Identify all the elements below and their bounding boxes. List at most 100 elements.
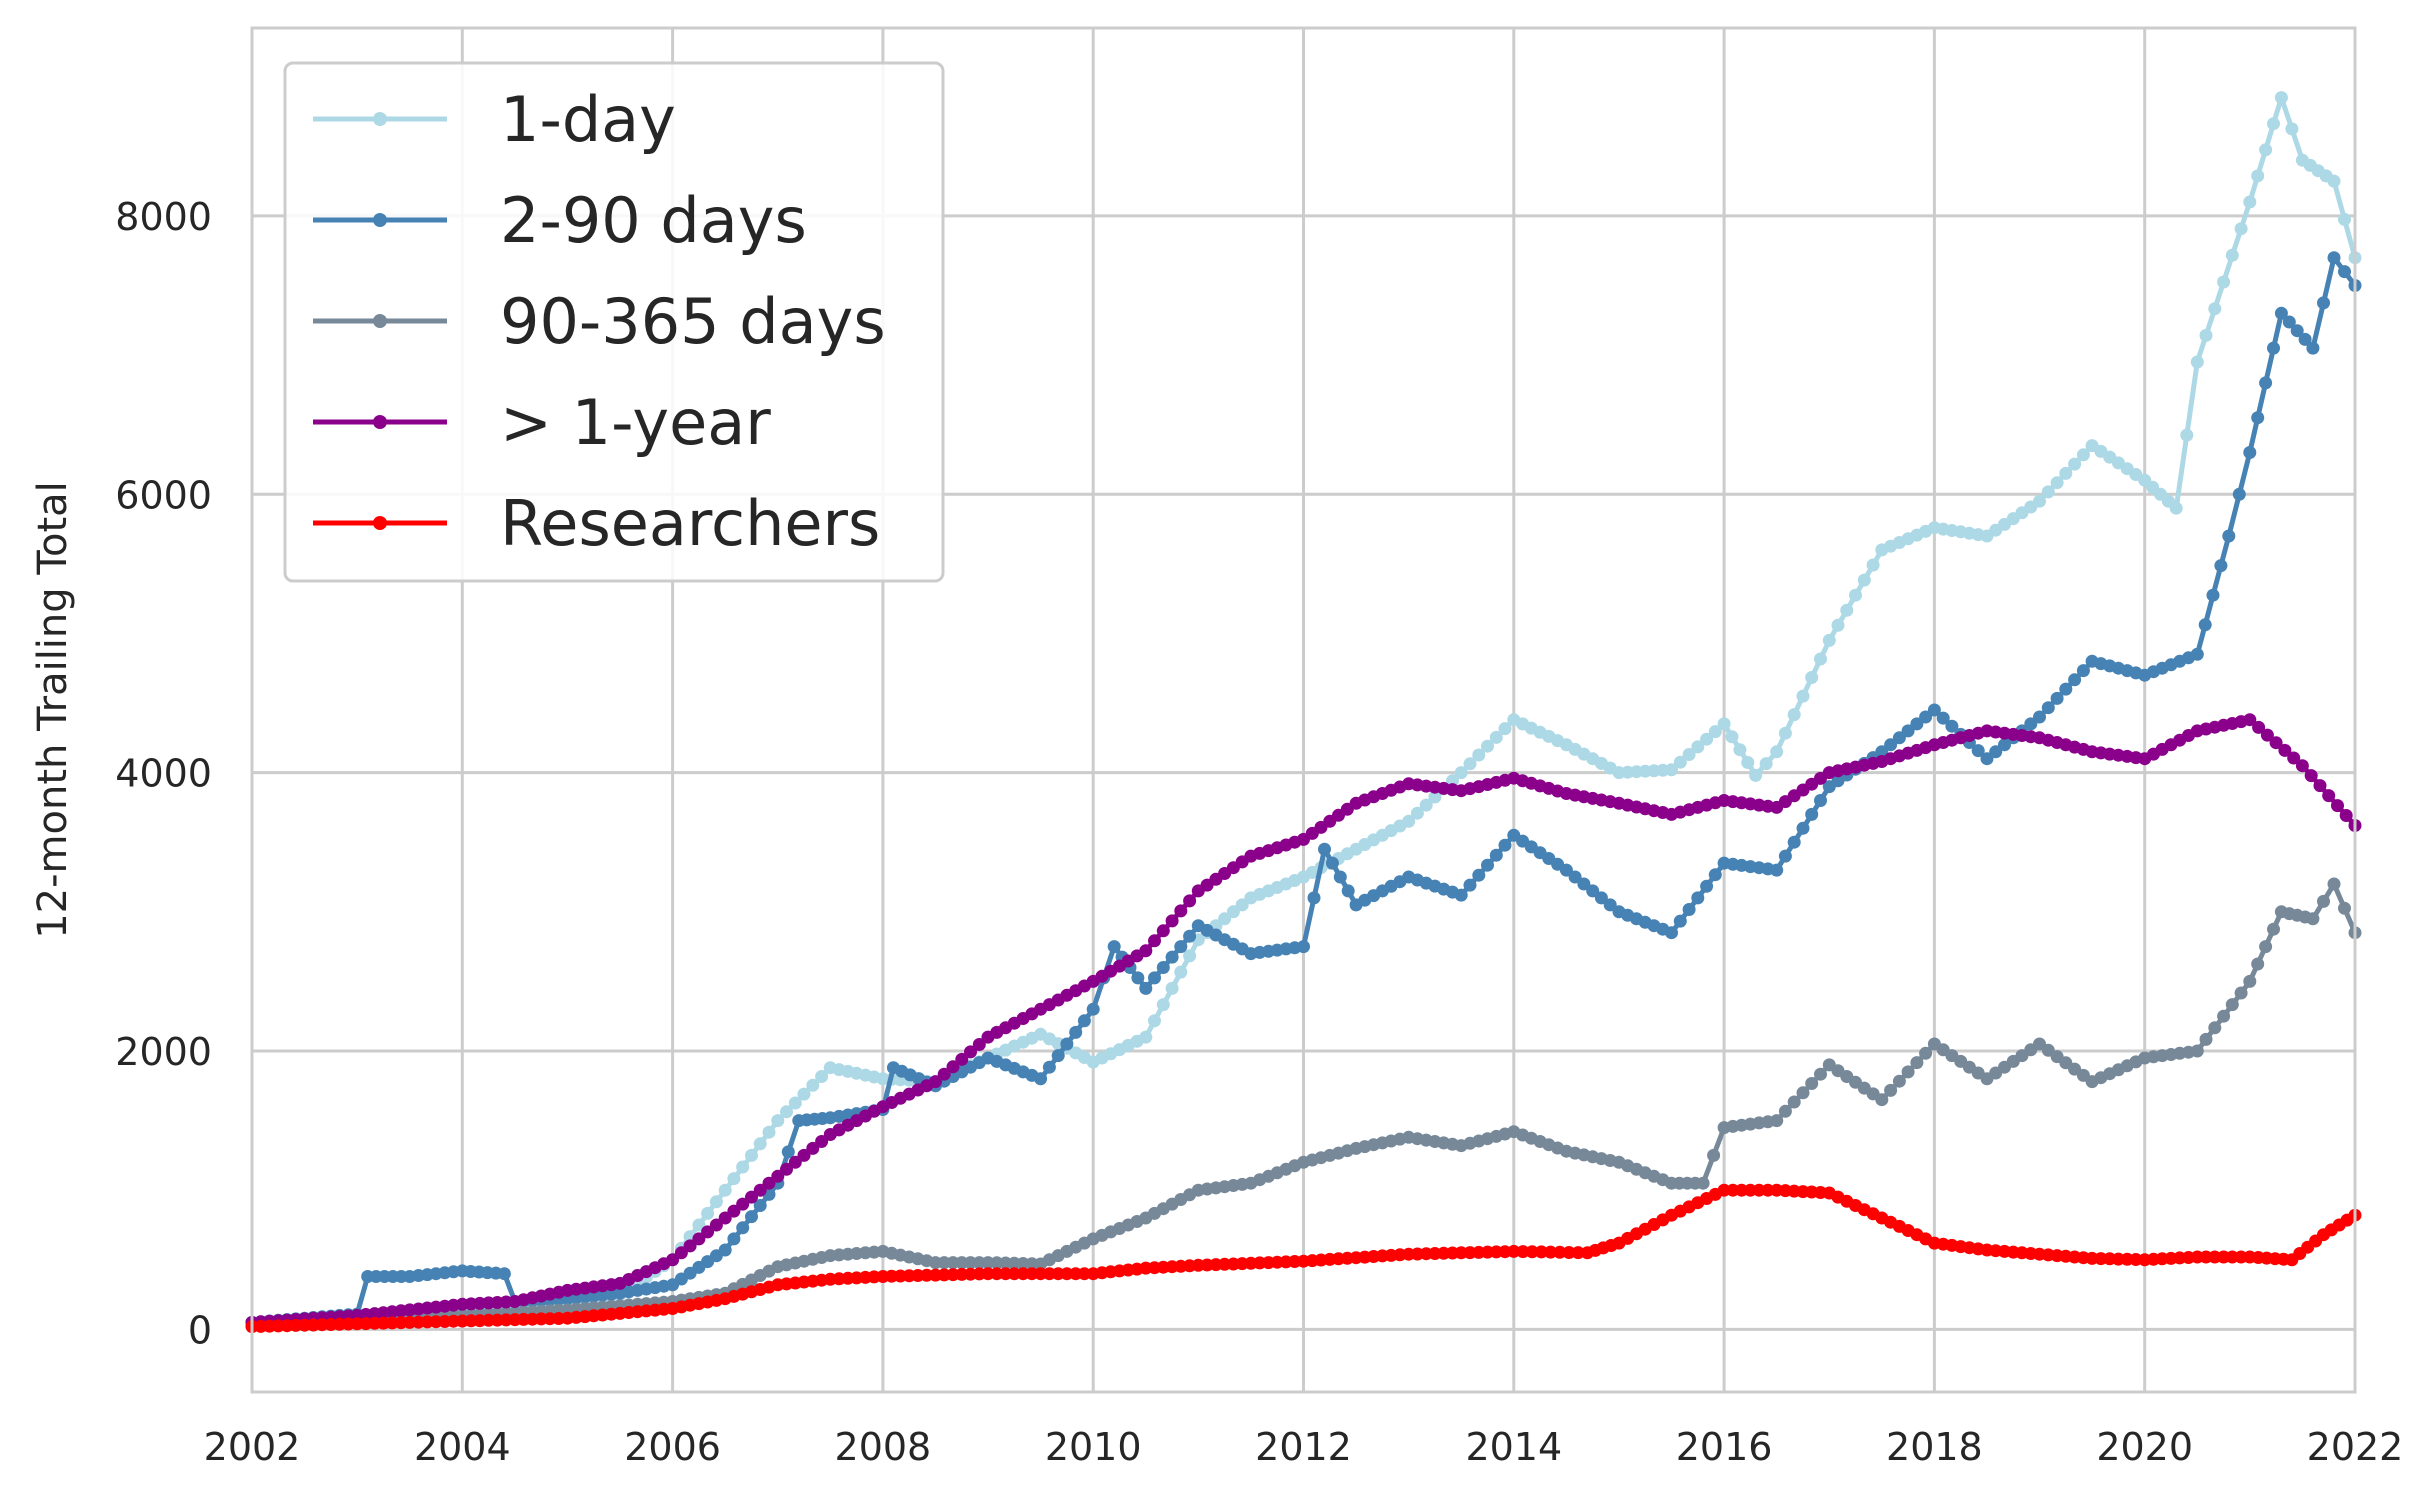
- data-point: [2217, 1009, 2231, 1023]
- data-point: [781, 1145, 795, 1159]
- data-point: [815, 1070, 829, 1083]
- data-point: [2033, 494, 2046, 508]
- y-tick-label: 2000: [115, 1030, 212, 1074]
- data-point: [788, 1155, 802, 1169]
- data-point: [1410, 806, 1424, 820]
- data-point: [2259, 143, 2273, 157]
- x-tick-label: 2008: [835, 1425, 932, 1469]
- data-point: [2298, 332, 2312, 346]
- data-point: [1875, 745, 1889, 759]
- data-point: [2243, 713, 2257, 727]
- data-point: [2217, 275, 2231, 289]
- data-point: [1708, 725, 1722, 739]
- data-point: [1805, 807, 1819, 821]
- data-point: [745, 1190, 758, 1204]
- data-point: [736, 1197, 750, 1211]
- data-point: [1226, 905, 1240, 919]
- data-point: [745, 1148, 758, 1162]
- data-point: [674, 1246, 688, 1260]
- data-point: [2313, 779, 2327, 793]
- data-point: [1866, 558, 1880, 572]
- data-point: [727, 1204, 741, 1218]
- series-2: [245, 877, 2362, 1332]
- legend-swatch-marker: [373, 112, 387, 126]
- data-point: [1770, 863, 1784, 877]
- data-point: [1454, 888, 1468, 902]
- legend-label: 1-day: [500, 83, 676, 156]
- data-point: [1489, 730, 1503, 744]
- y-tick-label: 4000: [115, 752, 212, 796]
- data-point: [1691, 891, 1705, 905]
- data-point: [1849, 588, 1862, 602]
- data-point: [2208, 1021, 2222, 1035]
- data-point: [727, 1232, 741, 1246]
- data-point: [1183, 929, 1197, 943]
- data-point: [1428, 790, 1442, 804]
- data-point: [1814, 1067, 1827, 1081]
- series-1: [245, 251, 2362, 1329]
- data-point: [1682, 748, 1696, 761]
- data-point: [753, 1183, 767, 1197]
- data-point: [1165, 950, 1179, 964]
- data-point: [2304, 769, 2318, 783]
- legend-box: [283, 61, 945, 583]
- data-point: [2290, 324, 2304, 338]
- data-point: [736, 1221, 750, 1235]
- data-point: [1086, 1002, 1100, 1016]
- data-point: [2206, 588, 2220, 602]
- data-point: [1148, 1014, 1161, 1028]
- data-point: [2269, 736, 2283, 750]
- data-point: [2327, 174, 2341, 188]
- data-point: [701, 1206, 715, 1220]
- data-point: [1594, 891, 1608, 905]
- data-point: [1419, 798, 1433, 812]
- y-axis-label: 12-month Trailing Total: [30, 481, 76, 939]
- data-point: [1884, 738, 1898, 752]
- y-tick-label: 8000: [115, 195, 212, 239]
- data-point: [1559, 863, 1573, 877]
- data-point: [2243, 446, 2257, 459]
- data-point: [753, 1199, 767, 1212]
- data-point: [1568, 870, 1582, 884]
- data-point: [1901, 1065, 1915, 1079]
- data-point: [1708, 868, 1722, 882]
- data-point: [2222, 529, 2236, 543]
- data-point: [1796, 689, 1810, 703]
- data-point: [2251, 169, 2265, 183]
- data-point: [1980, 752, 1994, 766]
- data-point: [2208, 302, 2222, 316]
- data-point: [937, 1067, 951, 1081]
- data-point: [2259, 376, 2273, 390]
- data-point: [1183, 949, 1197, 963]
- data-point: [2243, 195, 2257, 209]
- data-point: [1042, 1060, 1056, 1074]
- legend: 1-day 2-90 days 90-365 days > 1-year Researc…: [283, 61, 945, 583]
- data-point: [1034, 1072, 1048, 1086]
- data-point: [1822, 633, 1836, 647]
- data-point: [762, 1125, 776, 1139]
- data-point: [1787, 1095, 1801, 1109]
- data-point: [2033, 710, 2046, 724]
- data-point: [1665, 926, 1678, 940]
- data-point: [1307, 891, 1321, 905]
- data-point: [1325, 856, 1339, 870]
- x-tick-label: 2002: [204, 1425, 301, 1469]
- data-point: [1333, 870, 1347, 884]
- data-point: [709, 1195, 723, 1209]
- data-point: [1107, 940, 1121, 954]
- data-point: [1148, 934, 1161, 948]
- data-point: [2050, 691, 2064, 705]
- data-point: [1945, 719, 1959, 733]
- data-point: [1892, 731, 1906, 745]
- data-point: [1472, 748, 1486, 762]
- data-point: [1218, 912, 1232, 926]
- data-point: [2243, 974, 2257, 988]
- data-point: [2338, 212, 2351, 226]
- data-point: [1875, 1093, 1889, 1107]
- data-point: [2059, 466, 2073, 480]
- data-point: [718, 1243, 732, 1257]
- data-point: [1919, 710, 1933, 724]
- data-point: [1472, 868, 1486, 882]
- data-point: [1700, 732, 1714, 746]
- data-point: [1787, 708, 1801, 722]
